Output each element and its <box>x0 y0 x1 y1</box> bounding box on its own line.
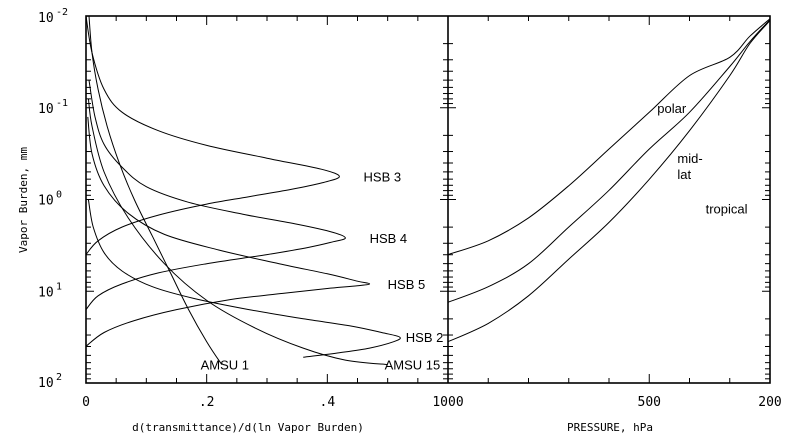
y-tick-exponent: 2 <box>56 372 62 383</box>
series-label-hsb-2: HSB 2 <box>406 330 444 345</box>
y-tick-label: 10 <box>38 194 54 209</box>
series-label-hsb-5: HSB 5 <box>388 277 426 292</box>
x-tick-label: 500 <box>638 395 661 410</box>
series-line-mid-lat <box>447 19 771 303</box>
series-labels: AMSU 1 AMSU 15 HSB 3 HSB 4 HSB 5 HSB 2 polar mi… <box>201 101 748 373</box>
y-tick-label: 10 <box>38 102 54 117</box>
series-label-amsu-1: AMSU 1 <box>201 358 249 373</box>
y-tick-label: 10 <box>38 11 54 26</box>
y-tick-exponent: -1 <box>56 98 68 109</box>
y-tick-label: 10 <box>38 376 54 391</box>
series-line-hsb-2 <box>87 199 401 358</box>
y-tick-exponent: 0 <box>56 190 62 201</box>
x-tick-label: 0 <box>82 395 90 410</box>
series-label-polar: polar <box>657 101 687 116</box>
x-tick-label: 1000 <box>432 395 463 410</box>
series-label-mid-lat: mid-lat <box>677 151 702 182</box>
y-tick-label: 10 <box>38 285 54 300</box>
left-x-axis-label: d(transmittance)/d(ln Vapor Burden) <box>132 421 364 434</box>
y-tick-exponent: -2 <box>56 7 68 18</box>
series-line-amsu-1 <box>88 15 223 365</box>
series-line-hsb-4 <box>85 80 346 310</box>
series-label-hsb-3: HSB 3 <box>364 170 402 185</box>
series-line-tropical <box>447 20 771 343</box>
plot-frame <box>85 15 771 384</box>
series-label-tropical: tropical <box>706 202 748 217</box>
axis-ticks <box>85 15 771 384</box>
series-label-amsu-15: AMSU 15 <box>385 358 441 373</box>
y-tick-exponent: 1 <box>56 281 62 292</box>
plot-border <box>85 15 771 384</box>
series-line-hsb-3 <box>85 15 340 255</box>
series-line-polar <box>447 18 771 256</box>
series-line-hsb-5 <box>85 116 371 347</box>
series-label-hsb-4: HSB 4 <box>370 231 408 246</box>
series-curves <box>85 15 771 366</box>
x-tick-label: .2 <box>199 395 215 410</box>
right-x-axis-label: PRESSURE, hPa <box>567 421 653 434</box>
y-axis-label: Vapor Burden, mm <box>17 147 30 253</box>
x-tick-label: .4 <box>320 395 336 410</box>
x-tick-label: 200 <box>758 395 781 410</box>
